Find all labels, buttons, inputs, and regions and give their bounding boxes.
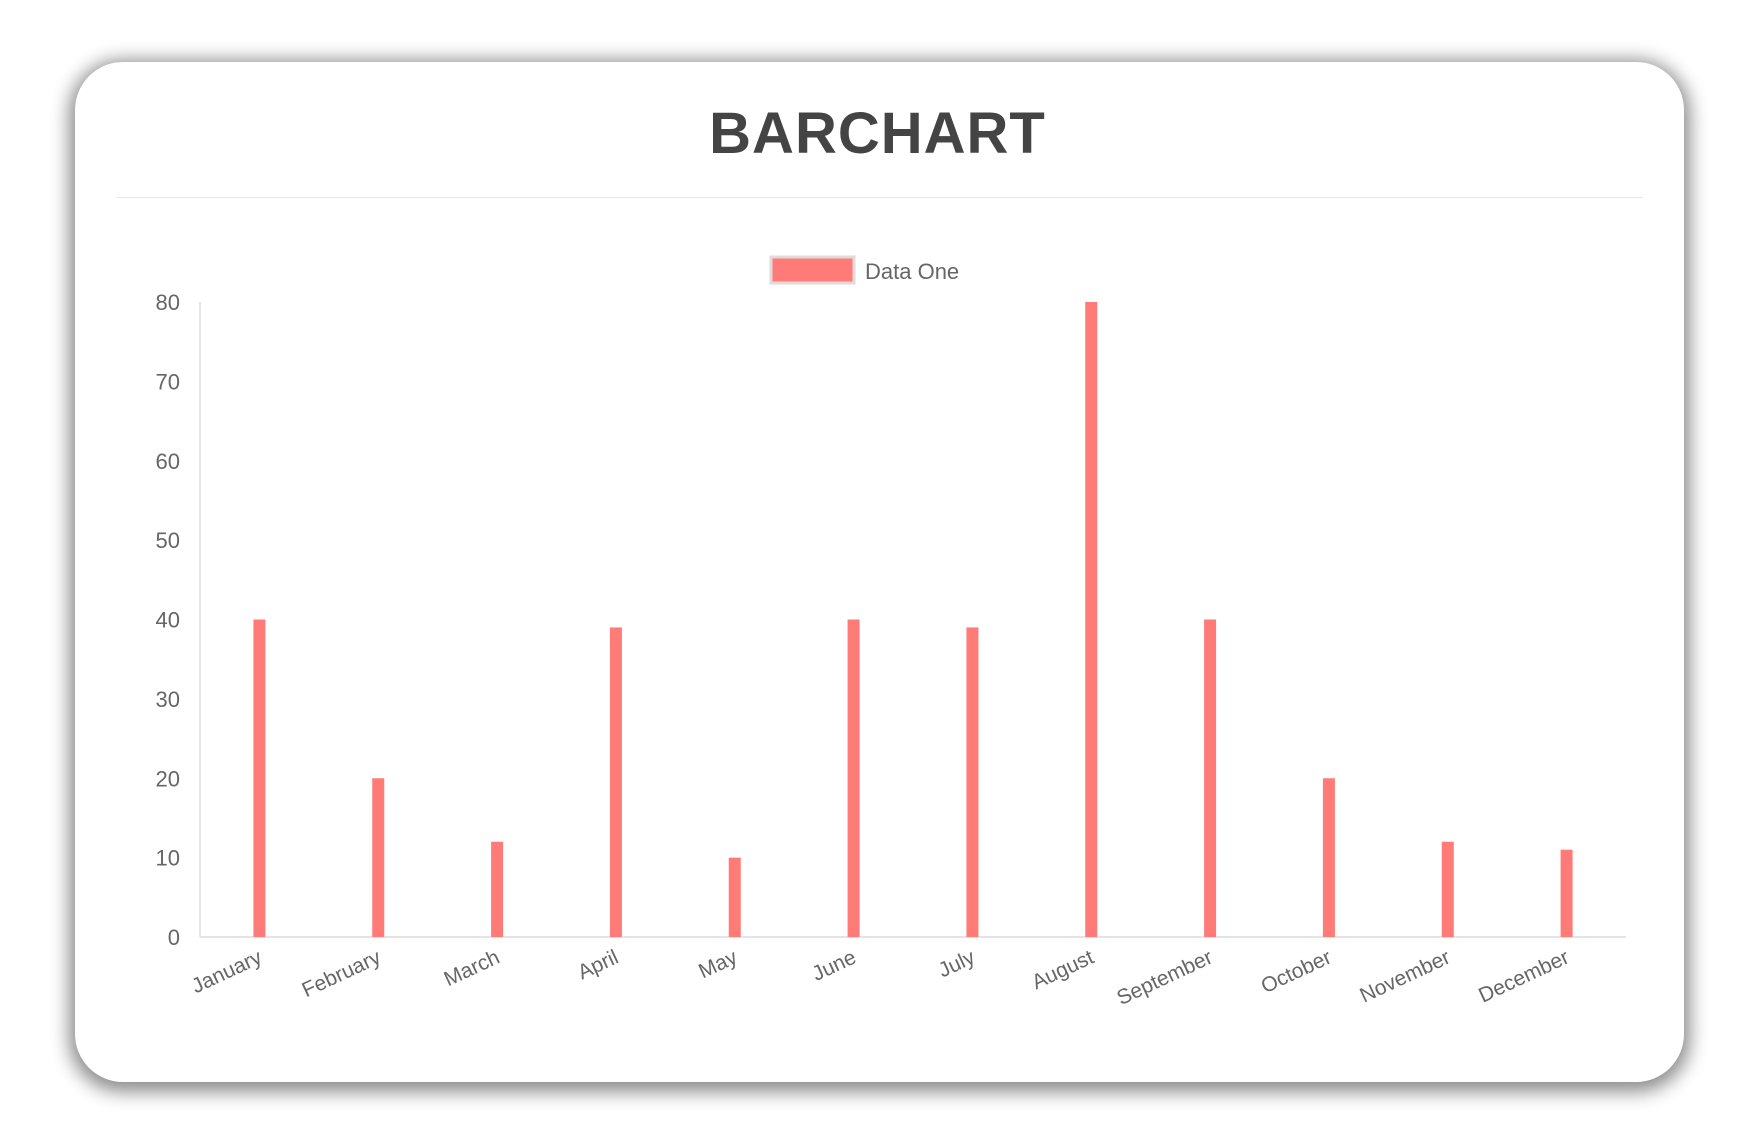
x-tick-label: February xyxy=(298,945,384,1002)
bar-october xyxy=(1322,778,1335,937)
bar-september xyxy=(1204,619,1217,937)
chart-card xyxy=(75,62,1684,1082)
x-tick-label: September xyxy=(1113,946,1216,1010)
bar-may xyxy=(728,857,741,937)
x-tick-label: November xyxy=(1356,946,1454,1008)
legend-label: Data One xyxy=(865,259,959,284)
bar-january xyxy=(253,619,266,937)
bar-august xyxy=(1085,302,1098,937)
bar-december xyxy=(1560,849,1573,937)
bar-june xyxy=(847,619,860,937)
bar-november xyxy=(1441,841,1454,937)
bar-february xyxy=(372,778,385,937)
y-tick-label: 40 xyxy=(156,608,180,633)
legend-swatch xyxy=(769,255,856,285)
y-tick-label: 30 xyxy=(156,687,180,712)
bar-march xyxy=(491,841,504,937)
x-tick-label: December xyxy=(1475,946,1573,1008)
x-tick-label: January xyxy=(188,945,266,998)
y-tick-label: 70 xyxy=(156,369,180,394)
title-divider xyxy=(116,197,1643,198)
y-tick-label: 50 xyxy=(156,528,180,553)
x-tick-label: July xyxy=(935,945,979,982)
x-tick-label: May xyxy=(695,945,741,983)
y-tick-label: 60 xyxy=(156,449,180,474)
x-tick-label: October xyxy=(1258,946,1335,998)
x-tick-label: March xyxy=(441,946,504,992)
y-tick-label: 10 xyxy=(156,846,180,871)
y-tick-label: 80 xyxy=(156,290,180,315)
x-tick-label: August xyxy=(1028,946,1097,995)
bar-july xyxy=(966,627,979,937)
y-tick-label: 0 xyxy=(168,925,180,950)
legend[interactable]: Data One xyxy=(769,255,959,285)
x-tick-label: April xyxy=(574,946,622,985)
chart-title: BARCHART xyxy=(709,101,1046,166)
x-tick-label: June xyxy=(809,946,860,986)
y-tick-label: 20 xyxy=(156,766,180,791)
bar-april xyxy=(609,627,622,937)
